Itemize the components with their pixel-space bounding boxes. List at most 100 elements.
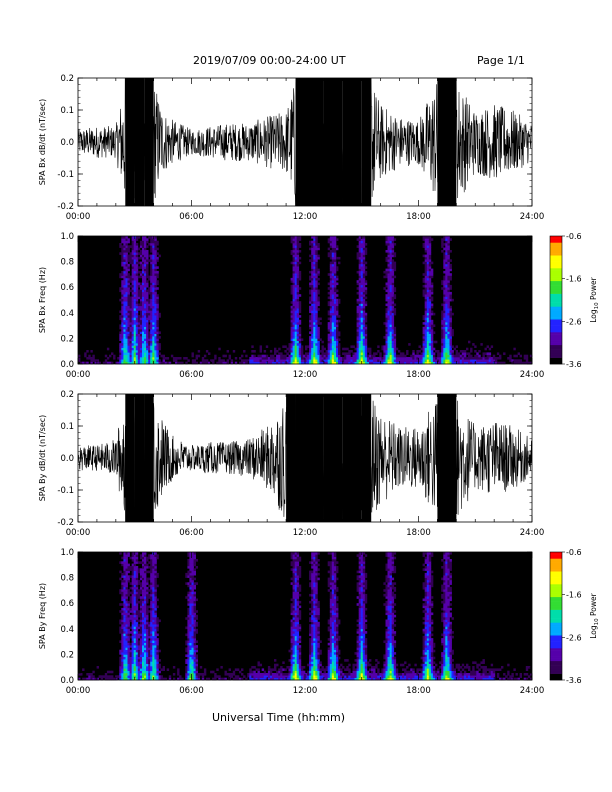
spectrogram-cell (257, 673, 260, 676)
spectrogram-cell (428, 298, 432, 302)
spectrogram-cell (336, 247, 339, 251)
spectrogram-cell (205, 350, 209, 353)
spectrogram-cell (127, 329, 130, 332)
spectrogram-cell (123, 319, 126, 323)
spectrogram-cell (412, 350, 415, 353)
spectrogram-cell (106, 677, 110, 681)
spectrogram-cell (387, 287, 390, 290)
spectrogram-cell (142, 282, 145, 286)
spectrogram-cell (296, 343, 300, 346)
spectrogram-cell (154, 243, 157, 246)
spectrogram-cell (336, 298, 339, 302)
spectrogram-cell (346, 352, 349, 355)
spectrogram-cell (152, 308, 155, 311)
spectrogram-cell (290, 319, 293, 323)
spectrogram-cell (391, 270, 395, 274)
spectrogram-cell (315, 338, 318, 341)
spectrogram-cell (201, 357, 205, 360)
spectrogram-cell (445, 340, 448, 344)
spectrogram-cell (125, 331, 128, 334)
spectrogram-cell (350, 359, 353, 362)
spectrogram-cell (441, 282, 444, 286)
spectrogram-cell (311, 343, 314, 346)
spectrogram-cell (129, 322, 132, 325)
spectrogram-cell (150, 605, 153, 609)
spectrogram-cell (329, 336, 333, 339)
spectrogram-cell (443, 338, 446, 341)
spectrogram-cell (358, 312, 362, 316)
spectrogram-cell (389, 305, 392, 309)
spectrogram-cell (333, 322, 337, 325)
spectrogram-cell (125, 266, 128, 269)
spectrogram-cell (424, 263, 428, 267)
spectrogram-cell (333, 250, 337, 253)
spectrogram-cell (432, 357, 436, 360)
spectrogram-cell (424, 250, 428, 253)
spectrogram-cell (280, 352, 283, 355)
spectrogram-cell (385, 298, 388, 302)
spectrogram-cell (441, 287, 444, 290)
spectrogram-cell (387, 352, 390, 355)
spectrogram-cell (292, 322, 295, 325)
spectrogram-cell (358, 289, 362, 293)
spectrogram-cell (333, 319, 337, 323)
spectrogram-cell (331, 240, 335, 244)
spectrogram-cell (123, 310, 126, 314)
spectrogram-cell (455, 352, 458, 355)
spectrogram-cell (369, 361, 372, 365)
spectrogram-cell (133, 577, 137, 581)
spectrogram-cell (135, 305, 139, 309)
spectrogram-cell (117, 357, 120, 360)
spectrogram-cell (131, 305, 135, 309)
spectrogram-cell (239, 357, 242, 360)
spectrogram-cell (127, 347, 130, 351)
spectrogram-cell (428, 322, 432, 325)
spectrogram-cell (156, 266, 159, 269)
spectrogram-cell (430, 270, 434, 274)
spectrogram-cell (125, 282, 128, 286)
spectrogram-cell (150, 336, 153, 339)
spectrogram-cell (426, 350, 430, 353)
spectrogram-cell (185, 668, 188, 671)
spectrogram-cell (193, 572, 196, 576)
spectrogram-cell (156, 354, 159, 358)
spectrogram-cell (121, 631, 124, 634)
spectrogram-cell (125, 340, 128, 344)
spectrogram-cell (154, 303, 157, 307)
spectrogram-cell (282, 345, 285, 348)
spectrogram-cell (142, 333, 145, 337)
spectrogram-cell (445, 289, 448, 293)
spectrogram-cell (127, 319, 130, 323)
spectrogram-cell (294, 263, 298, 267)
spectrogram-cell (358, 338, 362, 341)
spectrogram-cell (294, 308, 298, 311)
spectrogram-cell (139, 591, 143, 595)
spectrogram-cell (156, 243, 159, 246)
spectrogram-cell (127, 649, 130, 653)
spectrogram-cell (127, 638, 130, 641)
spectrogram-cell (123, 326, 126, 330)
spectrogram-cell (245, 359, 248, 362)
spectrogram-cell (290, 252, 293, 255)
spectrogram-cell (144, 605, 147, 609)
spectrogram-cell (187, 612, 190, 616)
spectrogram-cell (152, 559, 155, 562)
spectrogram-cell (362, 240, 366, 244)
spectrogram-cell (212, 670, 215, 674)
spectrogram-cell (137, 645, 141, 648)
spectrogram-cell (127, 312, 130, 316)
plot-title: 2019/07/09 00:00-24:00 UT (193, 54, 346, 67)
spectrogram-cell (135, 301, 139, 304)
spectrogram-cell (517, 352, 520, 355)
spectrogram-cell (187, 654, 190, 657)
spectrogram-cell (478, 354, 481, 358)
spectrogram-cell (424, 294, 428, 297)
spectrogram-cell (257, 661, 260, 664)
spectrogram-cell (187, 638, 190, 641)
spectrogram-cell (185, 659, 188, 662)
spectrogram-cell (133, 659, 137, 662)
spectrogram-cell (325, 354, 328, 358)
spectrogram-cell (317, 254, 320, 258)
spectrogram-cell (430, 329, 434, 332)
spectrogram-cell (383, 287, 386, 290)
